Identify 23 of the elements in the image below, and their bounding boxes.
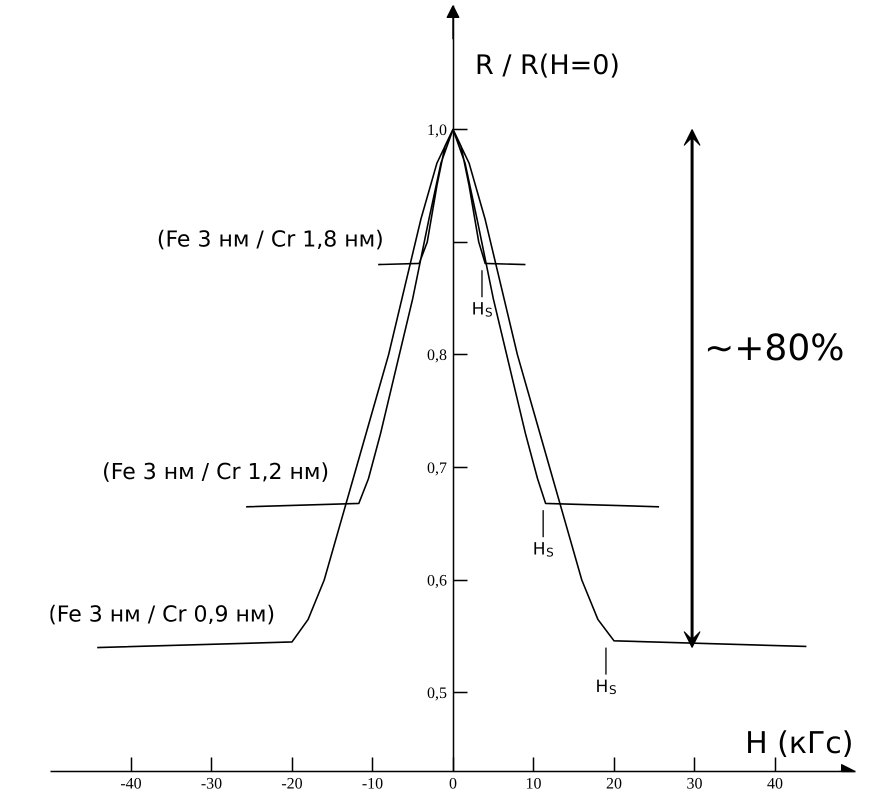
y-tick-label: 0,8 (427, 347, 447, 364)
x-tick-label: 10 (526, 776, 542, 792)
y-tick-label: 1,0 (427, 122, 447, 139)
x-axis-title: H (кГс) (745, 726, 854, 761)
x-tick-label: 0 (449, 776, 457, 792)
y-axis-title: R / R(H=0) (475, 50, 620, 81)
y-tick-label: 0,5 (427, 685, 447, 702)
annotation: ~+80% (704, 328, 844, 369)
y-tick-label: 0,6 (427, 572, 447, 590)
x-tick-label: 20 (606, 776, 622, 792)
annotation: HS (532, 539, 554, 560)
x-tick-label: 40 (767, 776, 783, 792)
x-tick-label: -10 (362, 776, 384, 792)
annotation: HS (472, 300, 493, 320)
series-label: (Fe 3 нм / Cr 0,9 нм) (48, 602, 276, 628)
series-label: (Fe 3 нм / Cr 1,2 нм) (102, 460, 330, 485)
annotation: HS (596, 676, 617, 697)
y-tick-label: 0,7 (427, 460, 447, 477)
x-tick-label: 30 (686, 776, 702, 792)
x-tick-label: -40 (120, 776, 142, 792)
x-tick-label: -30 (200, 776, 222, 792)
x-tick-label: -20 (281, 776, 303, 792)
series-label: (Fe 3 нм / Cr 1,8 нм) (156, 228, 384, 253)
